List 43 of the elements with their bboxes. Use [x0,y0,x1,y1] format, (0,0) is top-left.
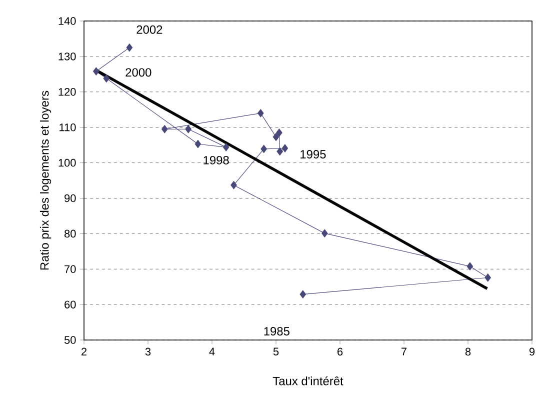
x-tick-label: 2 [82,348,86,356]
point [162,125,168,134]
point [322,229,328,238]
point [282,144,288,152]
point [126,44,133,52]
point [185,125,192,134]
x-tick-label: 3 [145,348,151,356]
point [230,181,237,190]
x-tick-label: 7 [402,348,406,356]
y-tick-label: 130 [58,52,76,60]
point [260,144,267,154]
point [276,128,282,137]
y-tick-label: 100 [58,158,76,167]
annotation: 1995 [300,150,326,158]
point [103,74,110,83]
point [272,132,280,141]
x-tick-label: 9 [529,348,535,356]
point [194,140,202,148]
point [466,262,474,270]
point [484,274,491,282]
x-tick-label: 4 [209,348,215,356]
annotation: 2002 [136,25,162,34]
point [276,147,283,156]
y-tick-label: 50 [64,336,76,344]
point [93,67,100,76]
x-tick-label: 5 [273,348,279,356]
x-tick-label: 8 [465,348,471,356]
x-axis-title: Taux d'intérêt [272,376,344,386]
y-tick-label: 90 [64,194,76,202]
x-tick-label: 6 [338,348,343,356]
point [300,290,306,298]
annotation: 1998 [204,156,229,164]
y-tick-label: 70 [64,265,76,273]
annotation: 1985 [264,327,290,336]
annotation: 2000 [126,68,152,77]
y-tick-label: 110 [60,123,76,132]
y-tick-label: 140 [58,17,76,25]
y-axis-title: Ratio prix des logements et loyers [40,90,52,270]
y-tick-label: 80 [64,230,76,238]
point [258,109,264,118]
y-tick-label: 60 [64,300,76,308]
y-tick-label: 120 [58,88,76,96]
point [222,143,230,152]
